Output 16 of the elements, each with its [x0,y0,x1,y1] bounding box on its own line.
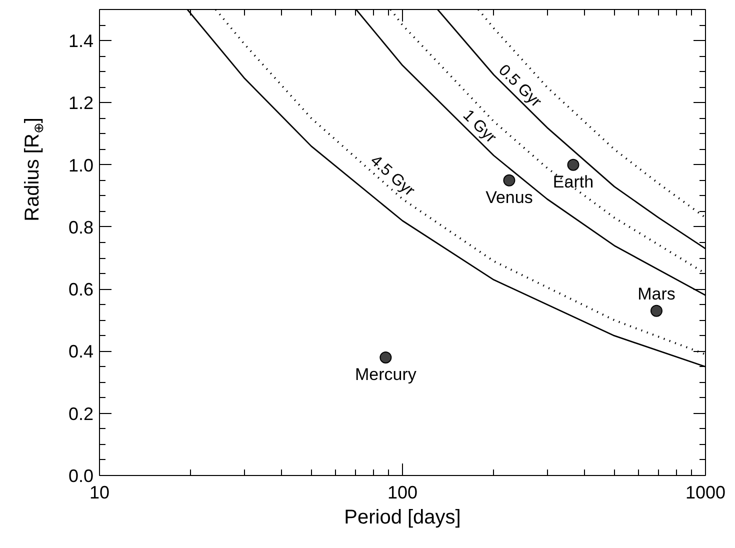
y-tick-label: 1.0 [68,155,94,176]
x-axis-title: Period [days] [344,506,461,528]
annotation: Earth [552,172,594,192]
y-tick-label: 0.6 [68,280,94,300]
x-tick-label: 1000 [685,482,726,502]
y-tick-label: 0.2 [68,404,94,424]
annotation: Mars [638,284,676,304]
annotation: Mercury [354,364,417,384]
y-axis-title: Radius [R⊕] [22,118,46,222]
y-tick-label: 1.2 [68,93,94,114]
y-tick-label: 1.4 [68,31,94,52]
annotation: 4.5 Gyr [367,152,418,200]
y-tick-label: 0.8 [68,217,94,238]
annotation: Venus [486,188,533,207]
x-tick-label: 100 [387,482,418,502]
y-tick-label: 0.4 [68,342,94,362]
